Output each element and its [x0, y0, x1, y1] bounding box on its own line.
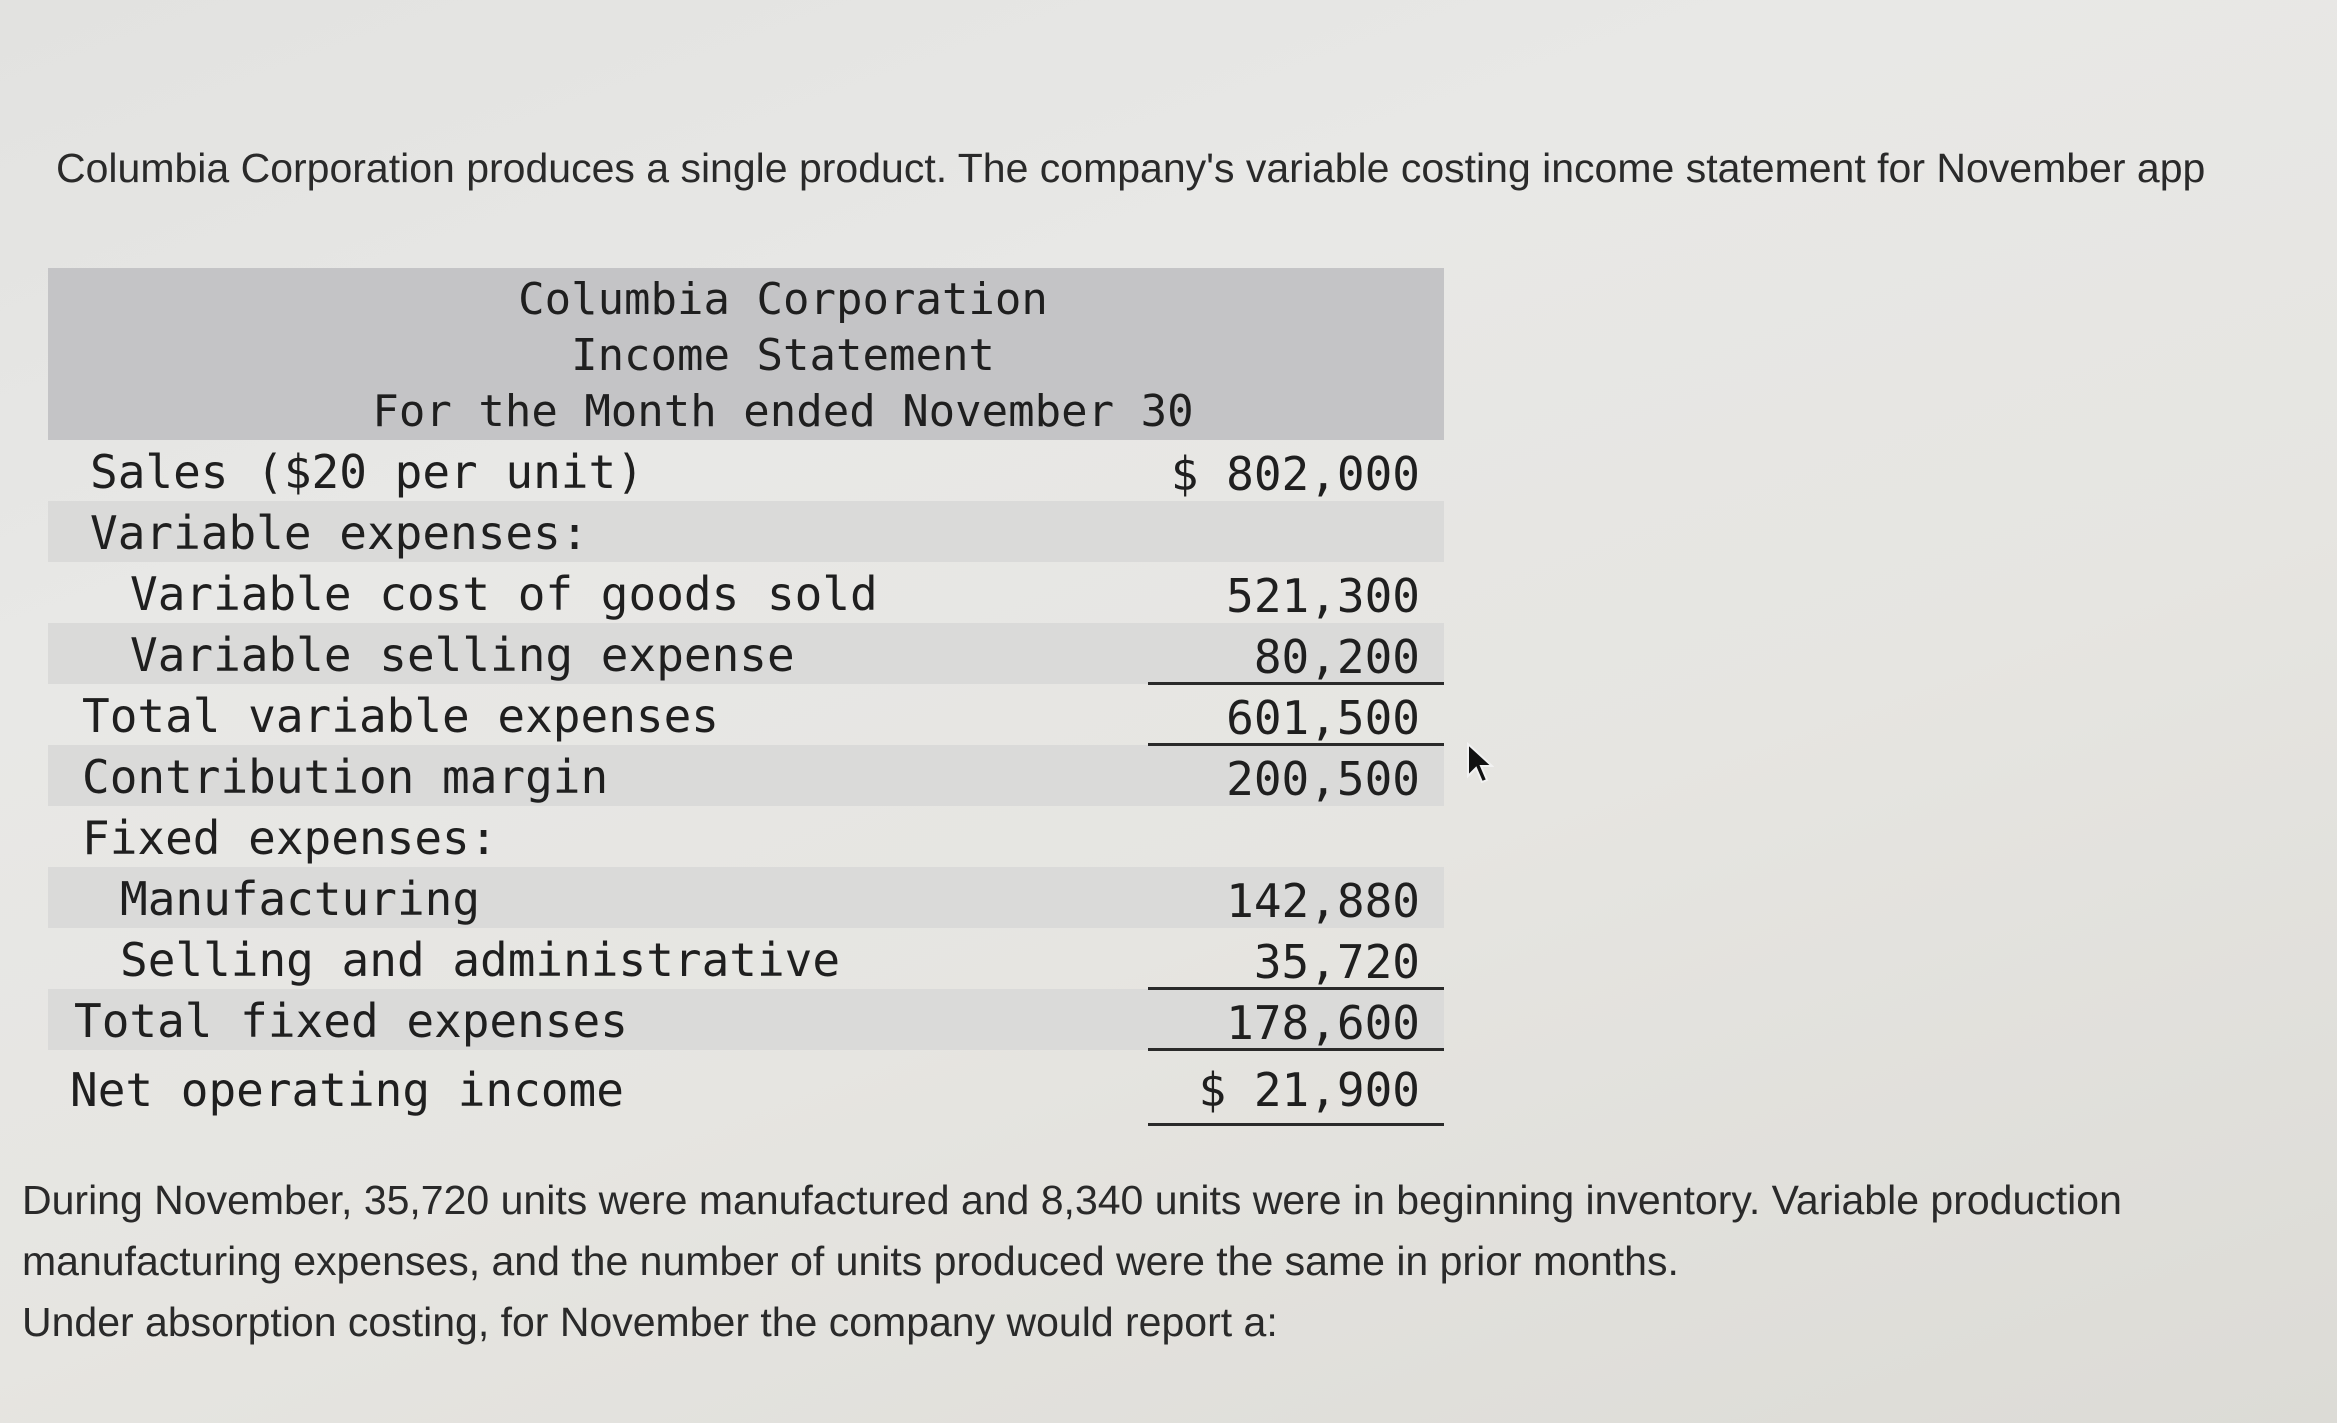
row-label: Selling and administrative [120, 933, 841, 987]
row-label: Total fixed expenses [74, 994, 628, 1048]
table-row-variable-cogs: Variable cost of goods sold 521,300 [48, 562, 1444, 623]
row-amount: 601,500 [1226, 691, 1420, 745]
table-row-total-variable: Total variable expenses 601,500 [48, 682, 1444, 745]
income-statement-table: Columbia Corporation Income Statement Fo… [48, 268, 1444, 1126]
row-label: Fixed expenses: [82, 811, 498, 865]
footer-line-2: manufacturing expenses, and the number o… [22, 1238, 1679, 1284]
row-label: Sales ($20 per unit) [90, 445, 644, 499]
row-label: Contribution margin [82, 750, 609, 804]
subtotal-rule [1148, 1048, 1444, 1051]
row-amount: 80,200 [1253, 630, 1420, 684]
row-label: Variable cost of goods sold [130, 567, 878, 621]
footer-line-1: During November, 35,720 units were manuf… [22, 1177, 2122, 1223]
total-rule [1148, 1123, 1444, 1126]
table-row-manufacturing: Manufacturing 142,880 [48, 867, 1444, 928]
table-row-selling-admin: Selling and administrative 35,720 [48, 928, 1444, 989]
statement-title: Income Statement [571, 330, 995, 381]
row-amount: 178,600 [1226, 996, 1420, 1050]
row-label: Net operating income [70, 1063, 624, 1117]
table-row-fixed-expenses-heading: Fixed expenses: [48, 806, 1444, 867]
mouse-pointer-icon [1467, 742, 1494, 784]
row-amount: 35,720 [1253, 935, 1420, 989]
company-name: Columbia Corporation [518, 274, 1048, 325]
row-label: Manufacturing [120, 872, 481, 926]
table-row-net-operating-income: Net operating income $ 21,900 [48, 1048, 1444, 1126]
row-amount: 142,880 [1226, 874, 1420, 928]
row-label: Variable expenses: [90, 506, 589, 560]
row-amount: $ 21,900 [1198, 1063, 1420, 1117]
row-amount: $ 802,000 [1170, 447, 1420, 501]
table-row-variable-selling: Variable selling expense 80,200 [48, 623, 1444, 684]
statement-header: Columbia Corporation Income Statement Fo… [48, 268, 1444, 440]
row-label: Total variable expenses [82, 689, 719, 743]
table-row-contribution-margin: Contribution margin 200,500 [48, 743, 1444, 806]
row-amount: 200,500 [1226, 752, 1420, 806]
table-row-variable-expenses-heading: Variable expenses: [48, 501, 1444, 562]
row-label: Variable selling expense [130, 628, 795, 682]
table-row-total-fixed: Total fixed expenses 178,600 [48, 987, 1444, 1050]
footer-line-3: Under absorption costing, for November t… [22, 1299, 1278, 1345]
problem-footer-text: During November, 35,720 units were manuf… [22, 1170, 2337, 1353]
table-row-sales: Sales ($20 per unit) $ 802,000 [48, 440, 1444, 501]
subtotal-rule [1148, 682, 1444, 685]
subtotal-rule [1148, 987, 1444, 990]
problem-intro-text: Columbia Corporation produces a single p… [56, 145, 2206, 191]
subtotal-rule [1148, 743, 1444, 746]
statement-period: For the Month ended November 30 [372, 386, 1194, 437]
row-amount: 521,300 [1226, 569, 1420, 623]
